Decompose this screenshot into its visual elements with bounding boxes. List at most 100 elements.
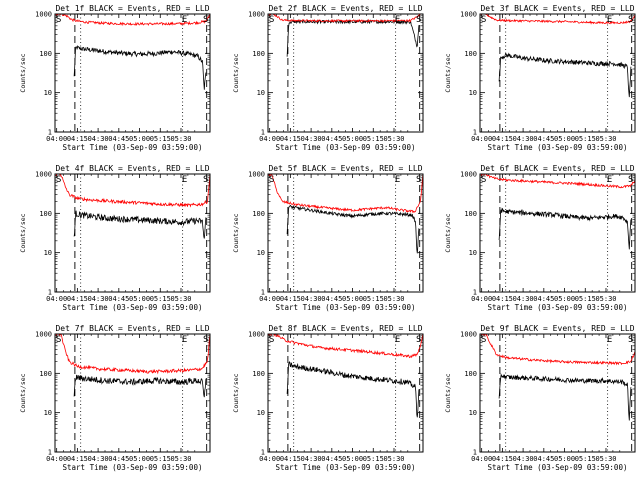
x-tick-label: 05:00 xyxy=(129,295,150,303)
x-tick-label: 05:30 xyxy=(383,295,404,303)
x-axis-label: Start Time (03-Sep-09 03:59:00) xyxy=(63,303,203,312)
x-tick-label: 04:15 xyxy=(492,135,513,143)
x-tick-label: 05:30 xyxy=(595,295,616,303)
y-axis-label: Counts/sec xyxy=(19,213,27,252)
x-axis-label: Start Time (03-Sep-09 03:59:00) xyxy=(63,143,203,152)
x-tick-label: 05:30 xyxy=(595,455,616,463)
plot-frame xyxy=(267,173,424,293)
end-marker: E xyxy=(182,335,187,345)
y-axis-label: Counts/sec xyxy=(19,53,27,92)
panel-det-1: Det 1f BLACK = Events, RED = LLD Counts/s… xyxy=(19,4,211,152)
y-tick-label: 10 xyxy=(257,249,265,257)
y-axis-label: Counts/sec xyxy=(444,373,452,412)
panel-det-7: Det 7f BLACK = Events, RED = LLD Counts/s… xyxy=(19,324,211,472)
x-tick-label: 04:45 xyxy=(533,135,554,143)
y-tick-label: 1000 xyxy=(460,331,477,339)
x-tick-label: 05:00 xyxy=(342,295,363,303)
x-tick-label: 05:00 xyxy=(554,455,575,463)
start-marker: S xyxy=(269,335,274,345)
start-marker: S xyxy=(269,15,274,25)
end-marker: E xyxy=(395,335,400,345)
x-tick-label: 05:00 xyxy=(554,295,575,303)
x-tick-label: 04:45 xyxy=(321,135,342,143)
x-axis-label: Start Time (03-Sep-09 03:59:00) xyxy=(488,143,628,152)
chart-title: Det 5f BLACK = Events, RED = LLD xyxy=(268,164,422,173)
x-tick-label: 04:45 xyxy=(108,455,129,463)
x-tick-label: 04:30 xyxy=(301,455,322,463)
x-tick-label: 05:15 xyxy=(363,135,384,143)
y-tick-label: 1 xyxy=(473,289,477,297)
y-tick-label: 100 xyxy=(252,370,265,378)
plot-frame xyxy=(54,173,211,293)
y-axis-label: Counts/sec xyxy=(232,53,240,92)
x-tick-label: 05:15 xyxy=(363,295,384,303)
x-tick-label: 04:30 xyxy=(301,135,322,143)
lld-rate-line xyxy=(55,174,210,208)
x-tick-label: 04:45 xyxy=(321,455,342,463)
plot-frame xyxy=(54,13,211,133)
start-marker: S xyxy=(416,335,421,345)
y-tick-label: 1 xyxy=(48,289,52,297)
x-tick-label: 04:15 xyxy=(280,295,301,303)
x-tick-label: 04:15 xyxy=(67,455,88,463)
chart-title: Det 6f BLACK = Events, RED = LLD xyxy=(480,164,634,173)
x-tick-label: 04:30 xyxy=(88,295,109,303)
x-axis-label: Start Time (03-Sep-09 03:59:00) xyxy=(276,143,416,152)
events-rate-line xyxy=(498,373,632,421)
chart-title: Det 3f BLACK = Events, RED = LLD xyxy=(480,4,634,13)
start-marker: S xyxy=(628,335,633,345)
x-tick-label: 05:15 xyxy=(150,455,171,463)
start-marker: S xyxy=(56,335,61,345)
x-tick-label: 05:15 xyxy=(575,295,596,303)
events-rate-line xyxy=(498,52,632,98)
x-tick-label: 05:00 xyxy=(554,135,575,143)
x-tick-label: 05:30 xyxy=(383,135,404,143)
y-tick-label: 10 xyxy=(257,409,265,417)
x-tick-label: 04:00 xyxy=(471,295,492,303)
panel-det-2: Det 2f BLACK = Events, RED = LLD Counts/s… xyxy=(232,4,424,152)
events-rate-line xyxy=(286,19,420,57)
x-tick-label: 04:00 xyxy=(46,135,67,143)
x-tick-label: 04:00 xyxy=(46,295,67,303)
panel-det-9: Det 9f BLACK = Events, RED = LLD Counts/s… xyxy=(444,324,636,472)
x-axis-label: Start Time (03-Sep-09 03:59:00) xyxy=(488,303,628,312)
x-tick-label: 05:15 xyxy=(575,455,596,463)
x-tick-label: 04:45 xyxy=(321,295,342,303)
y-tick-label: 1000 xyxy=(460,171,477,179)
panel-det-3: Det 3f BLACK = Events, RED = LLD Counts/s… xyxy=(444,4,636,152)
x-tick-label: 04:30 xyxy=(88,455,109,463)
x-tick-label: 04:15 xyxy=(492,295,513,303)
x-tick-label: 04:00 xyxy=(259,295,280,303)
x-tick-label: 04:30 xyxy=(513,295,534,303)
lld-rate-line xyxy=(55,14,210,27)
x-tick-label: 04:45 xyxy=(533,455,554,463)
chart-title: Det 8f BLACK = Events, RED = LLD xyxy=(268,324,422,333)
end-marker: E xyxy=(607,175,612,185)
x-tick-label: 05:15 xyxy=(150,295,171,303)
x-axis-label: Start Time (03-Sep-09 03:59:00) xyxy=(488,463,628,472)
x-tick-label: 04:30 xyxy=(301,295,322,303)
x-tick-label: 04:30 xyxy=(513,455,534,463)
panel-det-6: Det 6f BLACK = Events, RED = LLD Counts/s… xyxy=(444,164,636,312)
panel-det-5: Det 5f BLACK = Events, RED = LLD Counts/s… xyxy=(232,164,424,312)
y-tick-label: 1000 xyxy=(35,331,52,339)
x-tick-label: 04:00 xyxy=(259,455,280,463)
chart-title: Det 9f BLACK = Events, RED = LLD xyxy=(480,324,634,333)
start-marker: S xyxy=(269,175,274,185)
x-tick-label: 05:30 xyxy=(170,455,191,463)
x-tick-label: 04:15 xyxy=(280,455,301,463)
y-tick-label: 100 xyxy=(252,210,265,218)
x-tick-label: 04:45 xyxy=(108,295,129,303)
lld-rate-line xyxy=(480,174,635,189)
y-tick-label: 1000 xyxy=(248,171,265,179)
lld-rate-line xyxy=(268,14,422,23)
lld-rate-line xyxy=(268,174,423,214)
y-axis-label: Counts/sec xyxy=(232,213,240,252)
y-tick-label: 1000 xyxy=(35,171,52,179)
x-tick-label: 05:00 xyxy=(129,455,150,463)
y-axis-label: Counts/sec xyxy=(19,373,27,412)
x-axis-label: Start Time (03-Sep-09 03:59:00) xyxy=(276,303,416,312)
chart-title: Det 2f BLACK = Events, RED = LLD xyxy=(268,4,422,13)
